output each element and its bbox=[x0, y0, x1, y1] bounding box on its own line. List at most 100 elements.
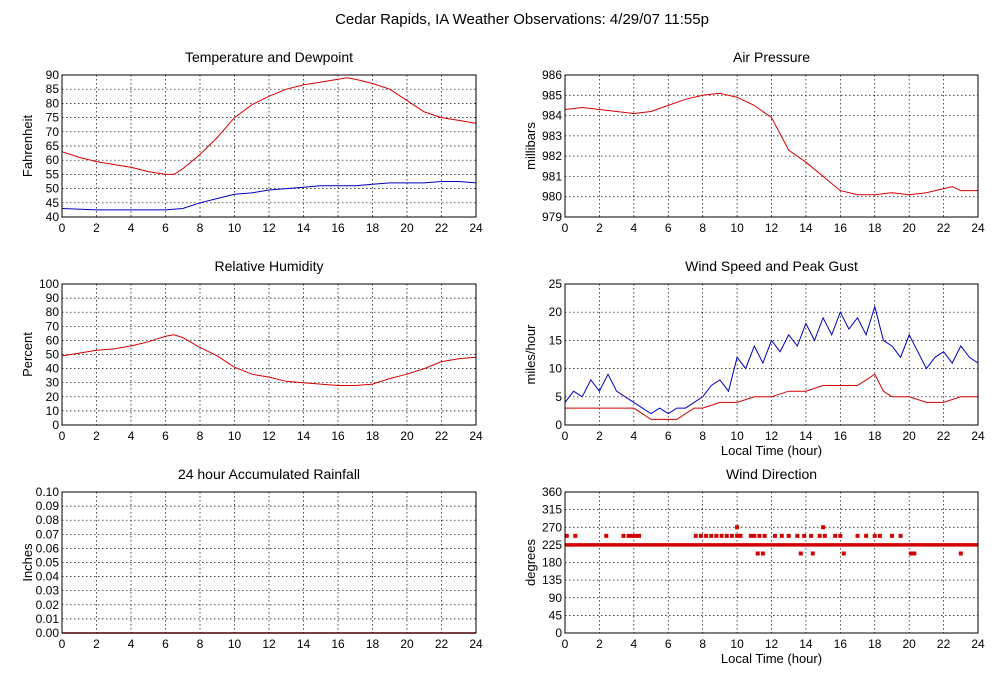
rain-xtick-label: 6 bbox=[162, 637, 169, 651]
direction-xtick-label: 4 bbox=[630, 637, 637, 651]
pressure-ytick-label: 984 bbox=[542, 109, 562, 123]
direction-point bbox=[779, 533, 784, 538]
wind-xtick-label: 24 bbox=[971, 429, 985, 443]
direction-point bbox=[912, 551, 917, 556]
direction-point bbox=[838, 533, 843, 538]
direction-point bbox=[760, 551, 765, 556]
direction-point bbox=[786, 533, 791, 538]
temp-series-1-line bbox=[61, 181, 477, 211]
direction-point bbox=[698, 533, 703, 538]
temp-xtick-label: 12 bbox=[262, 221, 276, 235]
humidity-xtick-label: 16 bbox=[331, 429, 345, 443]
humidity-xtick-label: 0 bbox=[59, 429, 66, 443]
direction-point bbox=[604, 533, 609, 538]
pressure-ytick-label: 986 bbox=[542, 68, 562, 82]
wind-plot-frame bbox=[564, 283, 979, 426]
pressure-ytick-label: 985 bbox=[542, 88, 562, 102]
wind-ytick-label: 10 bbox=[549, 362, 563, 376]
rain-xtick-label: 22 bbox=[435, 637, 449, 651]
humidity-ytick-label: 20 bbox=[46, 390, 60, 404]
rain-ytick-label: 0.06 bbox=[36, 541, 60, 555]
temp-xtick-label: 16 bbox=[331, 221, 345, 235]
direction-point bbox=[714, 533, 719, 538]
direction-ylabel: degrees bbox=[523, 539, 538, 586]
pressure-ytick-label: 980 bbox=[542, 190, 562, 204]
direction-point bbox=[833, 533, 838, 538]
wind-ytick-label: 5 bbox=[555, 390, 562, 404]
direction-point bbox=[958, 551, 963, 556]
direction-xtick-label: 22 bbox=[937, 637, 951, 651]
pressure-xtick-label: 2 bbox=[596, 221, 603, 235]
rain-xtick-label: 10 bbox=[228, 637, 242, 651]
humidity-ytick-label: 80 bbox=[46, 305, 60, 319]
temp-ytick-label: 70 bbox=[46, 125, 60, 139]
direction-point bbox=[633, 533, 638, 538]
wind-xtick-label: 22 bbox=[937, 429, 951, 443]
direction-xtick-label: 24 bbox=[971, 637, 985, 651]
temp-ytick-label: 45 bbox=[46, 196, 60, 210]
direction-point bbox=[752, 533, 757, 538]
wind-series-0-line bbox=[564, 304, 979, 415]
humidity-xtick-label: 14 bbox=[297, 429, 311, 443]
humidity-plot-frame bbox=[61, 283, 477, 426]
rain-xtick-label: 0 bbox=[59, 637, 66, 651]
rain-xtick-label: 24 bbox=[469, 637, 483, 651]
wind-ytick-label: 20 bbox=[549, 305, 563, 319]
rain-ylabel: Inches bbox=[20, 543, 35, 582]
wind-xtick-label: 18 bbox=[868, 429, 882, 443]
humidity-ytick-label: 70 bbox=[46, 319, 60, 333]
direction-xlabel: Local Time (hour) bbox=[721, 651, 822, 666]
temp-ylabel: Fahrenheit bbox=[20, 115, 35, 178]
pressure-series-0-line bbox=[564, 92, 978, 196]
temp-xtick-label: 22 bbox=[435, 221, 449, 235]
wind-xtick-label: 14 bbox=[799, 429, 813, 443]
direction-point bbox=[626, 533, 631, 538]
pressure-ytick-label: 981 bbox=[542, 169, 562, 183]
direction-point bbox=[724, 533, 729, 538]
direction-ytick-label: 0 bbox=[555, 626, 562, 640]
rain-ytick-label: 0.05 bbox=[36, 556, 60, 570]
direction-point bbox=[704, 533, 709, 538]
rain-ytick-label: 0.01 bbox=[36, 612, 60, 626]
direction-ytick-label: 225 bbox=[542, 538, 562, 552]
direction-point bbox=[772, 533, 777, 538]
direction-xtick-label: 8 bbox=[699, 637, 706, 651]
humidity-ytick-label: 30 bbox=[46, 376, 60, 390]
direction-xtick-label: 18 bbox=[868, 637, 882, 651]
pressure-ytick-label: 982 bbox=[542, 149, 562, 163]
pressure-xtick-label: 12 bbox=[765, 221, 779, 235]
temp-ytick-label: 75 bbox=[46, 111, 60, 125]
humidity-ytick-label: 90 bbox=[46, 291, 60, 305]
wind-title: Wind Speed and Peak Gust bbox=[685, 258, 858, 274]
direction-point bbox=[709, 533, 714, 538]
pressure-title: Air Pressure bbox=[733, 49, 810, 65]
direction-point bbox=[821, 525, 826, 530]
direction-point bbox=[898, 533, 903, 538]
direction-point bbox=[729, 533, 734, 538]
temp-title: Temperature and Dewpoint bbox=[185, 49, 353, 65]
wind-ytick-label: 25 bbox=[549, 277, 563, 291]
humidity-ytick-label: 50 bbox=[46, 348, 60, 362]
humidity-xtick-label: 2 bbox=[93, 429, 100, 443]
wind-ylabel: miles/hour bbox=[523, 324, 538, 385]
rain-xtick-label: 4 bbox=[128, 637, 135, 651]
direction-point bbox=[693, 533, 698, 538]
direction-point bbox=[864, 533, 869, 538]
direction-point bbox=[855, 533, 860, 538]
pressure-xtick-label: 16 bbox=[834, 221, 848, 235]
rain-xtick-label: 8 bbox=[197, 637, 204, 651]
page-title: Cedar Rapids, IA Weather Observations: 4… bbox=[335, 11, 709, 28]
rain-ytick-label: 0.10 bbox=[36, 485, 60, 499]
wind-xtick-label: 2 bbox=[596, 429, 603, 443]
temp-ytick-label: 50 bbox=[46, 182, 60, 196]
wind-ytick-label: 0 bbox=[555, 418, 562, 432]
humidity-ylabel: Percent bbox=[20, 332, 35, 377]
pressure-xtick-label: 0 bbox=[562, 221, 569, 235]
temp-plot-frame bbox=[61, 74, 477, 218]
pressure-xtick-label: 24 bbox=[971, 221, 985, 235]
